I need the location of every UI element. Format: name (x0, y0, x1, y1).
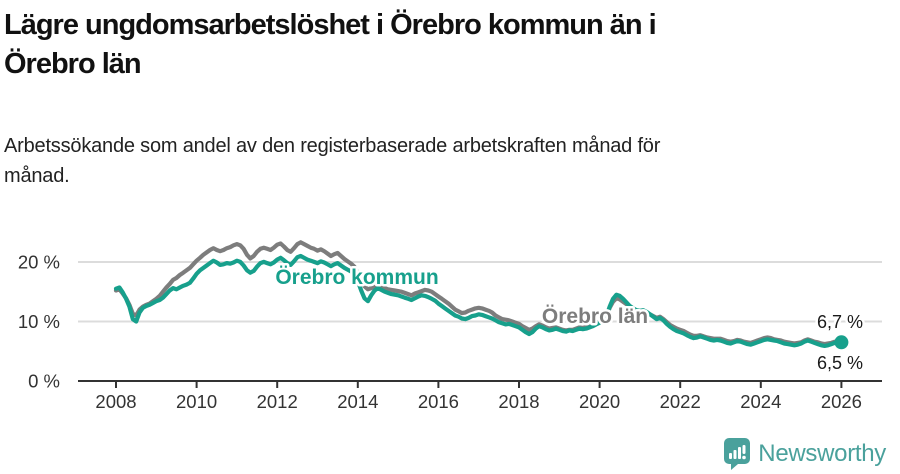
title-line-2: Örebro län (4, 48, 142, 80)
series-line-orebro-lan (113, 240, 844, 347)
x-tick-label-2020: 2020 (579, 391, 620, 412)
page-title: Lägre ungdomsarbetslöshet i Örebro kommu… (4, 6, 834, 84)
brand-footer[interactable]: Newsworthy (722, 437, 886, 470)
end-value-label-orebro-kommun: 6,5 % (817, 353, 863, 373)
series-annotations: Örebro kommun Örebro län 6,5 % 6,7 % (273, 264, 866, 376)
series-label-orebro-kommun: Örebro kommun (275, 266, 438, 289)
y-tick-label-0: 0 % (28, 371, 60, 392)
series-lines (113, 240, 844, 349)
x-tick-label-2018: 2018 (498, 391, 539, 412)
x-tick-label-2014: 2014 (337, 391, 378, 412)
x-tick-label-2024: 2024 (740, 391, 781, 412)
end-dot-orebro-kommun (834, 335, 849, 350)
title-line-1: Lägre ungdomsarbetslöshet i Örebro kommu… (4, 9, 657, 41)
bar-chart-speech-bubble-icon (724, 438, 751, 470)
y-tick-label-20: 20 % (18, 251, 60, 272)
x-tick-label-2012: 2012 (257, 391, 298, 412)
x-tick-label-2010: 2010 (176, 391, 217, 412)
x-tick-label-2008: 2008 (95, 391, 136, 412)
subtitle-line-2: månad. (4, 165, 70, 187)
brand-name: Newsworthy (758, 439, 886, 467)
x-tick-label-2022: 2022 (660, 391, 701, 412)
series-line-orebro-kommun (113, 253, 844, 349)
y-tick-label-10: 10 % (18, 311, 60, 332)
unemployment-line-chart: 2008 2010 2012 2014 2016 2018 2020 2022 2024 2026… (18, 240, 882, 412)
x-axis: 2008 2010 2012 2014 2016 2018 2020 2022 2024 2026 (78, 380, 882, 412)
y-axis-labels: 0 % 10 % 20 % (18, 251, 60, 391)
x-tick-label-2026: 2026 (821, 391, 862, 412)
series-label-orebro-lan: Örebro län (542, 305, 648, 328)
subtitle-line-1: Arbetssökande som andel av den registerb… (4, 135, 661, 157)
x-tick-label-2016: 2016 (418, 391, 459, 412)
end-value-label-orebro-lan: 6,7 % (817, 312, 863, 332)
page-subtitle: Arbetssökande som andel av den registerb… (4, 131, 834, 191)
